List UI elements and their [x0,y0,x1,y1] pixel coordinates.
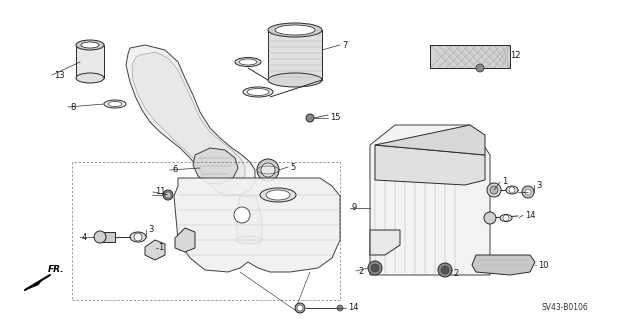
Circle shape [522,186,534,198]
Polygon shape [375,125,485,155]
Text: 14: 14 [525,211,536,219]
Circle shape [438,263,452,277]
Circle shape [368,261,382,275]
Text: 7: 7 [342,41,348,49]
Circle shape [371,264,379,272]
Text: 8: 8 [70,102,76,112]
Circle shape [509,187,515,193]
Text: 11: 11 [155,188,166,197]
Circle shape [487,183,501,197]
Circle shape [476,64,484,72]
Circle shape [257,159,279,181]
Ellipse shape [268,73,322,87]
Bar [72,162,340,300]
Polygon shape [370,125,490,275]
Ellipse shape [235,57,261,66]
Ellipse shape [506,186,518,194]
Polygon shape [193,148,238,184]
Text: 12: 12 [510,50,520,60]
Circle shape [306,114,314,122]
Circle shape [297,305,303,311]
Text: 4: 4 [82,233,87,241]
Ellipse shape [76,73,104,83]
Circle shape [503,215,509,221]
Polygon shape [174,178,340,272]
Circle shape [484,212,496,224]
Circle shape [163,190,173,200]
Circle shape [234,207,250,223]
Ellipse shape [76,40,104,50]
Text: 1: 1 [158,243,163,253]
Ellipse shape [243,87,273,97]
Ellipse shape [130,232,146,242]
Circle shape [134,233,142,241]
Ellipse shape [500,214,512,221]
Polygon shape [175,228,195,252]
Text: FR.: FR. [48,265,65,275]
Text: 6: 6 [172,166,177,174]
Ellipse shape [247,88,269,95]
Text: 1: 1 [502,177,508,187]
Ellipse shape [275,25,315,35]
Ellipse shape [108,101,122,107]
Ellipse shape [337,305,343,311]
Circle shape [490,186,498,194]
Text: 2: 2 [358,266,364,276]
Text: SV43-B0106: SV43-B0106 [541,303,588,313]
Polygon shape [76,45,104,78]
Text: 5: 5 [290,162,295,172]
Polygon shape [268,30,322,80]
Text: 13: 13 [54,70,65,79]
Circle shape [441,266,449,274]
Text: 9: 9 [352,204,357,212]
Ellipse shape [260,188,296,202]
Circle shape [295,303,305,313]
Polygon shape [132,52,245,188]
Ellipse shape [239,59,257,65]
Circle shape [94,231,106,243]
Ellipse shape [236,236,262,244]
Text: 10: 10 [538,261,548,270]
Circle shape [165,192,171,198]
Polygon shape [430,45,510,68]
Polygon shape [472,255,535,275]
Text: 2: 2 [453,269,458,278]
Text: 3: 3 [148,226,154,234]
Polygon shape [375,145,485,185]
Polygon shape [370,230,400,255]
Ellipse shape [268,23,322,37]
Polygon shape [236,196,262,240]
Circle shape [261,163,275,177]
Polygon shape [126,45,255,196]
Text: 15: 15 [330,114,340,122]
Polygon shape [25,280,42,290]
Polygon shape [145,240,165,260]
Ellipse shape [104,100,126,108]
Text: 14: 14 [348,303,358,313]
Polygon shape [100,232,115,242]
Circle shape [525,189,531,195]
Text: 3: 3 [536,181,541,189]
Ellipse shape [266,190,290,200]
Ellipse shape [81,42,99,48]
